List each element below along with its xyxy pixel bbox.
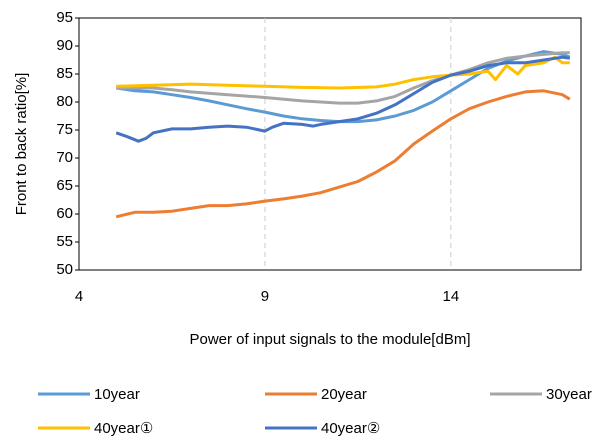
y-tick-label: 75 bbox=[56, 121, 73, 138]
legend-label: 40year② bbox=[321, 420, 380, 437]
x-tick-label: 4 bbox=[75, 288, 83, 305]
x-tick-label: 14 bbox=[443, 288, 460, 305]
y-tick-label: 80 bbox=[56, 93, 73, 110]
y-tick-label: 70 bbox=[56, 149, 73, 166]
y-tick-label: 55 bbox=[56, 233, 73, 250]
line-series bbox=[116, 51, 570, 105]
legend-label: 30year bbox=[546, 386, 592, 403]
plot-frame bbox=[78, 17, 582, 271]
line-series bbox=[115, 55, 571, 143]
y-tick-label: 90 bbox=[56, 37, 73, 54]
line-series bbox=[116, 55, 570, 90]
y-tick-label: 60 bbox=[56, 205, 73, 222]
legend-label: 10year bbox=[94, 386, 140, 403]
x-axis-label: Power of input signals to the module[dBm… bbox=[190, 331, 471, 348]
legend-label: 40year① bbox=[94, 420, 153, 437]
line-series bbox=[115, 89, 571, 219]
y-axis-label: Front to back ratio[%] bbox=[13, 73, 30, 216]
legend-label: 20year bbox=[321, 386, 367, 403]
x-tick-label: 9 bbox=[261, 288, 269, 305]
y-tick-label: 65 bbox=[56, 177, 73, 194]
y-tick-label: 95 bbox=[56, 9, 73, 26]
y-tick-label: 85 bbox=[56, 65, 73, 82]
y-tick-label: 50 bbox=[56, 261, 73, 278]
